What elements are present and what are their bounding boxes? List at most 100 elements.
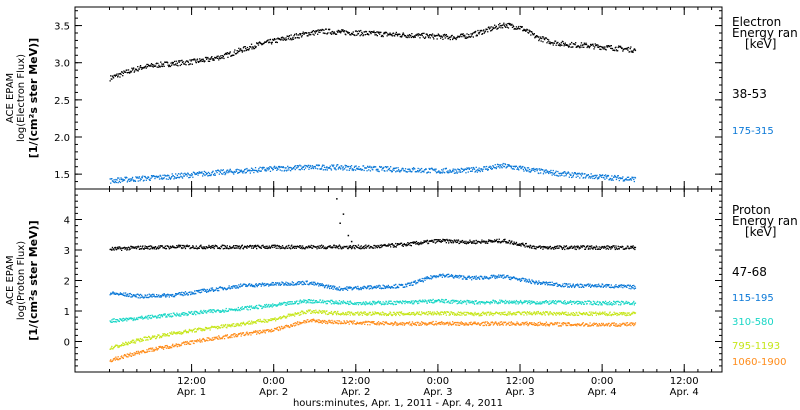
data-point: [633, 49, 635, 51]
data-point: [353, 168, 355, 171]
data-point: [203, 288, 205, 290]
data-point: [285, 304, 288, 306]
data-point: [447, 240, 449, 242]
data-point: [390, 286, 392, 288]
data-point: [176, 64, 178, 66]
data-point: [592, 304, 594, 306]
data-point: [444, 276, 446, 278]
data-point: [210, 287, 212, 289]
data-point: [139, 293, 142, 296]
data-point: [200, 312, 203, 314]
data-point: [433, 241, 435, 243]
data-point: [425, 240, 427, 242]
data-point: [307, 35, 309, 37]
data-point: [227, 287, 230, 289]
data-point: [538, 302, 540, 304]
data-point: [369, 301, 371, 303]
data-point: [303, 282, 305, 284]
data-point: [404, 300, 407, 302]
data-point: [475, 275, 477, 277]
data-point: [414, 36, 416, 38]
data-point: [467, 37, 469, 39]
data-point: [288, 284, 291, 286]
data-point: [164, 245, 166, 247]
data-point: [274, 283, 276, 285]
data-point: [139, 65, 142, 67]
data-point: [216, 171, 218, 174]
data-point: [221, 173, 223, 175]
data-point: [275, 245, 277, 247]
data-point: [605, 286, 607, 288]
data-point: [198, 171, 200, 173]
data-point: [164, 294, 166, 296]
data-point: [342, 169, 344, 171]
data-point: [396, 35, 399, 37]
data-point: [360, 286, 362, 289]
data-point: [483, 32, 485, 34]
data-point: [245, 306, 247, 308]
data-point: [326, 284, 328, 286]
data-point: [167, 178, 169, 180]
data-point: [429, 34, 431, 36]
data-point: [492, 166, 495, 168]
data-point: [293, 35, 295, 37]
data-point: [567, 247, 569, 249]
data-point: [535, 281, 538, 283]
data-point: [381, 169, 383, 171]
data-point: [255, 246, 257, 248]
data-point: [472, 276, 474, 278]
data-point: [375, 32, 377, 34]
data-point: [606, 302, 608, 304]
data-point: [282, 39, 284, 41]
data-point: [433, 301, 435, 303]
data-point: [485, 241, 488, 243]
data-point: [254, 244, 257, 246]
data-point: [453, 172, 456, 174]
data-point: [499, 165, 501, 167]
data-point: [167, 62, 169, 64]
data-point: [626, 47, 629, 49]
data-point: [243, 308, 245, 310]
data-point: [303, 165, 305, 168]
data-point: [111, 178, 113, 180]
data-point: [314, 32, 316, 34]
data-point: [355, 165, 357, 167]
data-point: [215, 311, 217, 313]
data-point: [472, 242, 474, 244]
data-point: [580, 283, 582, 285]
data-point: [337, 287, 339, 289]
data-point: [610, 248, 612, 250]
data-point: [287, 165, 289, 167]
data-point: [234, 247, 236, 249]
data-point: [622, 180, 624, 182]
data-point: [211, 58, 214, 60]
data-point: [439, 239, 441, 241]
data-point: [145, 336, 147, 339]
data-point: [460, 33, 462, 35]
data-point: [253, 245, 255, 247]
data-point: [529, 247, 531, 249]
data-point: [491, 29, 493, 32]
data-point: [552, 247, 554, 249]
data-point: [433, 34, 435, 36]
data-point: [513, 302, 515, 304]
data-point: [121, 293, 123, 295]
data-point: [275, 167, 277, 169]
data-point: [337, 245, 339, 247]
data-point: [117, 293, 119, 295]
data-point: [335, 302, 338, 305]
data-point: [538, 168, 541, 170]
data-point: [180, 244, 182, 247]
data-point: [298, 246, 300, 248]
data-point: [595, 245, 597, 247]
data-point: [469, 239, 471, 241]
data-point: [378, 284, 380, 286]
data-point: [244, 283, 246, 286]
data-point: [114, 180, 116, 183]
data-point: [395, 283, 397, 286]
data-point: [375, 245, 377, 247]
data-point: [291, 281, 293, 283]
data-point: [411, 301, 413, 303]
data-point: [438, 299, 441, 302]
data-point: [490, 277, 492, 279]
